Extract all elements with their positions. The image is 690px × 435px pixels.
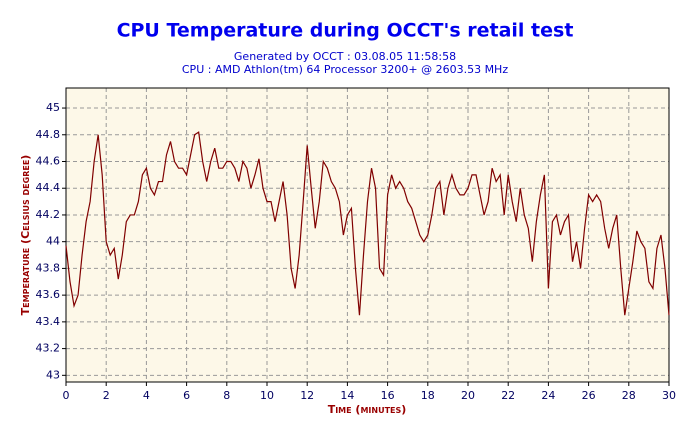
y-axis-label: Temperature (Celsius degree) [19,155,32,316]
y-tick-label: 43.4 [36,315,61,328]
plot-area [66,88,669,382]
x-tick-label: 20 [461,389,475,402]
x-tick-label: 30 [662,389,676,402]
y-tick-label: 43.2 [36,342,61,355]
chart-title: CPU Temperature during OCCT's retail tes… [117,20,574,42]
x-tick-label: 0 [63,389,70,402]
y-tick-label: 44.2 [36,208,61,221]
x-tick-label: 6 [183,389,190,402]
x-tick-label: 24 [541,389,555,402]
plot-border [65,87,670,383]
y-tick-label: 43 [46,368,60,381]
y-tick-label: 44.8 [36,128,61,141]
y-tick-label: 44 [46,235,60,248]
y-tick-label: 43.6 [36,288,61,301]
x-tick-label: 28 [622,389,636,402]
x-tick-label: 8 [223,389,230,402]
x-tick-label: 22 [501,389,515,402]
y-tick-label: 43.8 [36,261,61,274]
y-tick-label: 44.4 [36,181,61,194]
y-tick-label: 45 [46,101,60,114]
chart-subtitle: Generated by OCCT : 03.08.05 11:58:58 [234,50,456,63]
x-tick-label: 12 [300,389,314,402]
x-tick-label: 16 [381,389,395,402]
x-tick-label: 14 [340,389,354,402]
x-tick-label: 18 [421,389,435,402]
x-tick-label: 10 [260,389,274,402]
x-axis-label: Time (minutes) [328,403,407,416]
x-tick-label: 2 [103,389,110,402]
x-tick-label: 4 [143,389,150,402]
x-tick-label: 26 [582,389,596,402]
chart-subtitle: CPU : AMD Athlon(tm) 64 Processor 3200+ … [182,63,508,76]
y-tick-label: 44.6 [36,155,61,168]
temperature-line [65,131,670,316]
